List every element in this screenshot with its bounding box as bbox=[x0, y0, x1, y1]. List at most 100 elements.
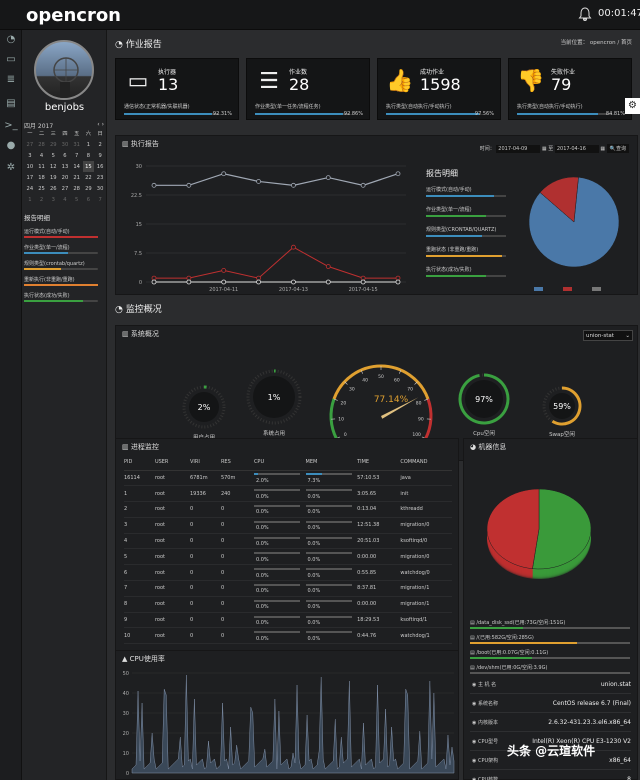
table-row[interactable]: 1 root 19336 240 0.0% 0.0% 3:05.65 init bbox=[124, 485, 452, 503]
calendar-day[interactable]: 17 bbox=[26, 174, 34, 181]
process-cell: root bbox=[154, 501, 190, 518]
bell-icon[interactable] bbox=[578, 7, 592, 21]
detail-item[interactable]: 规则类型(CRONTAB/QUARTZ) bbox=[426, 227, 497, 233]
gear-icon[interactable]: ✲ bbox=[6, 162, 16, 173]
legend-swatch[interactable] bbox=[534, 287, 543, 291]
calendar-day[interactable]: 1 bbox=[28, 196, 32, 203]
calendar-day[interactable]: 6 bbox=[63, 152, 67, 159]
detail-item[interactable]: 作业类型(单一/流程) bbox=[426, 207, 472, 213]
process-cell: 20:51.03 bbox=[357, 533, 401, 550]
calendar-day[interactable]: 4 bbox=[63, 196, 67, 203]
print-icon[interactable]: ▤ bbox=[6, 98, 16, 109]
date-to-input[interactable]: 2017-04-16 bbox=[554, 145, 599, 153]
table-row[interactable]: 16114 root 6781m 570m 2.0% 7.3% 57:10.53 java bbox=[124, 470, 452, 487]
table-row[interactable]: 4 root 0 0 0.0% 0.0% 20:51.03 ksoftirqd/0 bbox=[124, 533, 452, 550]
calendar-day[interactable]: 12 bbox=[49, 163, 57, 170]
gauge-arc bbox=[458, 373, 510, 425]
calendar-day[interactable]: 19 bbox=[49, 174, 57, 181]
app-logo[interactable]: opencron bbox=[26, 5, 122, 26]
process-col-header[interactable]: PID bbox=[124, 454, 155, 471]
calendar-day[interactable]: 2 bbox=[39, 196, 44, 203]
process-col-header[interactable]: CPU bbox=[253, 454, 306, 471]
settings-gear-icon[interactable]: ⚙ bbox=[625, 98, 640, 114]
host-select[interactable]: union-stat ⌄ bbox=[583, 330, 633, 341]
breadcrumb-link[interactable]: opencron bbox=[589, 40, 616, 46]
calendar-day[interactable]: 6 bbox=[86, 196, 91, 203]
calendar-day[interactable]: 29 bbox=[85, 185, 92, 192]
process-col-header[interactable]: VIRI bbox=[190, 454, 221, 471]
dashboard-icon[interactable]: ◔ bbox=[6, 34, 16, 45]
list-icon[interactable]: ≣ bbox=[6, 74, 16, 85]
breadcrumb-current[interactable]: 首页 bbox=[620, 40, 632, 46]
calendar-day[interactable]: 3 bbox=[51, 196, 55, 203]
process-cell: 0 bbox=[190, 627, 221, 645]
calendar-day[interactable]: 21 bbox=[73, 174, 80, 181]
calendar-day[interactable]: 15 bbox=[82, 161, 95, 172]
calendar-day[interactable]: 18 bbox=[38, 174, 45, 181]
report-item[interactable]: 重新执行(非重跑/重跑) bbox=[24, 277, 75, 283]
calendar-day[interactable]: 10 bbox=[26, 163, 34, 170]
calendar-day[interactable]: 9 bbox=[98, 152, 102, 159]
calendar-day[interactable]: 25 bbox=[38, 185, 45, 192]
process-col-header[interactable]: TIME bbox=[357, 454, 401, 471]
calendar-day[interactable]: 27 bbox=[26, 141, 34, 148]
calendar-day[interactable]: 7 bbox=[75, 152, 79, 159]
calendar-day[interactable]: 20 bbox=[61, 174, 69, 181]
table-row[interactable]: 6 root 0 0 0.0% 0.0% 0:55.85 watchdog/0 bbox=[124, 564, 452, 582]
avatar[interactable] bbox=[34, 40, 94, 100]
report-item[interactable]: 执行状态(成功/失败) bbox=[24, 293, 70, 299]
date-from-input[interactable]: 2017-04-09 bbox=[496, 145, 541, 153]
calendar-day[interactable]: 11 bbox=[38, 163, 45, 170]
detail-item[interactable]: 运行模式(自动/手动) bbox=[426, 187, 472, 193]
table-row[interactable]: 9 root 0 0 0.0% 0.0% 18:29.53 ksoftirqd/1 bbox=[124, 612, 452, 629]
calendar-day[interactable]: 24 bbox=[26, 185, 34, 192]
calendar-day[interactable]: 31 bbox=[73, 141, 80, 148]
calendar-day[interactable]: 29 bbox=[49, 141, 57, 148]
calendar-day[interactable]: 26 bbox=[49, 185, 57, 192]
table-row[interactable]: 2 root 0 0 0.0% 0.0% 0:13.04 kthreadd bbox=[124, 501, 452, 518]
chevron-nav-icon[interactable]: ‹ › bbox=[97, 121, 104, 128]
calendar-day[interactable]: 28 bbox=[73, 185, 80, 192]
calendar-day[interactable]: 4 bbox=[39, 152, 44, 159]
calendar-day[interactable]: 7 bbox=[98, 196, 102, 203]
calendar-day[interactable]: 1 bbox=[86, 141, 91, 148]
calendar-day[interactable]: 22 bbox=[85, 174, 92, 181]
legend-swatch[interactable] bbox=[592, 287, 601, 291]
calendar-day[interactable]: 5 bbox=[75, 196, 79, 203]
query-button[interactable]: 🔍查询 bbox=[606, 144, 629, 153]
calendar-day[interactable]: 27 bbox=[61, 185, 69, 192]
monitor-icon[interactable]: ▭ bbox=[6, 54, 16, 65]
calendar-day[interactable]: 23 bbox=[96, 174, 104, 181]
stat-pct: 97.56% bbox=[474, 111, 494, 117]
table-row[interactable]: 8 root 0 0 0.0% 0.0% 0:00.00 migration/1 bbox=[124, 596, 452, 613]
calendar-day[interactable]: 30 bbox=[61, 141, 69, 148]
calendar-day[interactable]: 14 bbox=[73, 163, 80, 170]
calendar-day[interactable]: 8 bbox=[86, 152, 91, 159]
process-cell: root bbox=[154, 612, 190, 629]
calendar-day[interactable]: 16 bbox=[96, 163, 104, 170]
process-col-header[interactable]: MEM bbox=[305, 454, 358, 471]
table-row[interactable]: 7 root 0 0 0.0% 0.0% 8:37.81 migration/1 bbox=[124, 580, 452, 597]
calendar-icon[interactable]: ▦ bbox=[541, 146, 547, 152]
calendar-day[interactable]: 13 bbox=[61, 163, 69, 170]
process-col-header[interactable]: COMMAND bbox=[400, 454, 452, 471]
table-row[interactable]: 3 root 0 0 0.0% 0.0% 12:51.38 migration/0 bbox=[124, 517, 452, 534]
calendar-day[interactable]: 2 bbox=[98, 141, 102, 148]
table-row[interactable]: 10 root 0 0 0.0% 0.0% 0:44.76 watchdog/1 bbox=[124, 627, 452, 645]
calendar-day[interactable]: 3 bbox=[28, 152, 32, 159]
detail-item[interactable]: 重跑状态 (非重跑/重跑) bbox=[426, 247, 479, 253]
report-item[interactable]: 运行模式(自动/手动) bbox=[24, 229, 70, 235]
process-col-header[interactable]: RES bbox=[220, 454, 254, 471]
table-row[interactable]: 5 root 0 0 0.0% 0.0% 0:00.00 migration/0 bbox=[124, 548, 452, 566]
report-item[interactable]: 规则类型(crontab/quartz) bbox=[24, 261, 85, 267]
process-col-header[interactable]: USER bbox=[154, 454, 190, 471]
calendar-day[interactable]: 30 bbox=[96, 185, 104, 192]
report-item[interactable]: 作业类型(单一/流程) bbox=[24, 245, 70, 251]
calendar-day[interactable]: 28 bbox=[38, 141, 45, 148]
detail-item[interactable]: 执行状态(成功/失败) bbox=[426, 267, 472, 273]
legend-swatch[interactable] bbox=[563, 287, 572, 291]
user-icon[interactable]: ● bbox=[6, 140, 16, 151]
terminal-icon[interactable]: >_ bbox=[4, 120, 18, 131]
calendar-icon[interactable]: ▦ bbox=[600, 146, 606, 152]
calendar-day[interactable]: 5 bbox=[51, 152, 55, 159]
